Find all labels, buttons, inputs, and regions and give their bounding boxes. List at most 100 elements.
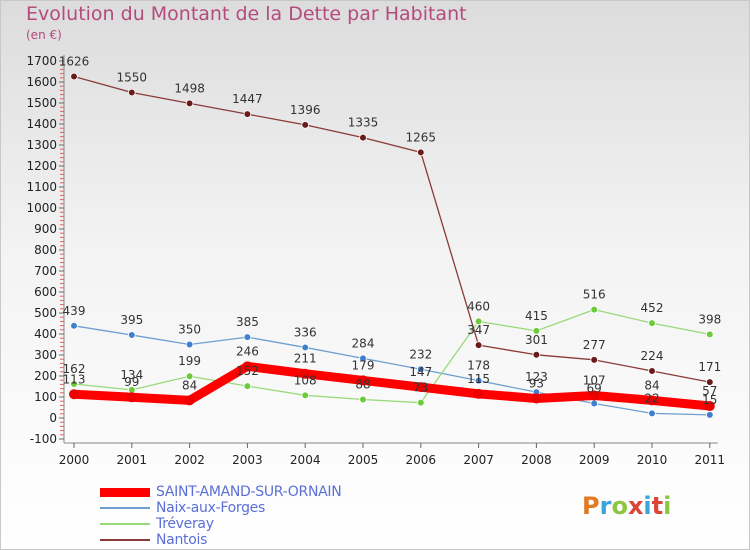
data-label: 347 bbox=[467, 323, 490, 337]
y-tick-label: 600 bbox=[34, 285, 57, 299]
data-point bbox=[704, 401, 715, 412]
legend-label: Naix-aux-Forges bbox=[156, 500, 265, 516]
data-point bbox=[185, 372, 194, 381]
data-label: 108 bbox=[294, 373, 317, 387]
data-label: 439 bbox=[63, 304, 86, 318]
x-tick-label: 2005 bbox=[348, 453, 379, 467]
data-label: 301 bbox=[525, 333, 548, 347]
y-tick-label: 500 bbox=[34, 306, 57, 320]
x-tick-label: 2002 bbox=[174, 453, 205, 467]
data-point bbox=[415, 382, 426, 393]
y-tick-label: 1100 bbox=[26, 180, 57, 194]
legend-item: Tréveray bbox=[100, 516, 420, 532]
data-label: 57 bbox=[702, 384, 717, 398]
x-tick-label: 2010 bbox=[637, 453, 668, 467]
x-tick-label: 2000 bbox=[59, 453, 90, 467]
series-line bbox=[73, 75, 711, 383]
line-chart: -100 0 100 200 300 400 500 600 700 800 900 1000 1100… bbox=[26, 54, 726, 467]
data-label: 15 bbox=[702, 393, 717, 407]
data-point bbox=[243, 110, 252, 118]
data-point bbox=[705, 378, 714, 386]
y-tick-label: 1300 bbox=[26, 138, 57, 152]
data-label: 1550 bbox=[117, 71, 148, 85]
y-tick-label: 0 bbox=[49, 411, 57, 425]
chart-title: Evolution du Montant de la Dette par Hab… bbox=[26, 3, 467, 25]
data-point bbox=[301, 121, 310, 129]
data-point bbox=[128, 331, 136, 339]
data-point bbox=[474, 376, 483, 385]
data-label: 199 bbox=[178, 354, 201, 368]
data-label: 123 bbox=[525, 370, 548, 384]
y-tick-label: 1200 bbox=[26, 159, 57, 173]
data-point bbox=[185, 340, 194, 349]
data-label: 22 bbox=[644, 391, 659, 405]
x-tick-label: 2003 bbox=[232, 453, 263, 467]
series-line bbox=[73, 325, 711, 416]
y-tick-label: 1500 bbox=[26, 96, 57, 110]
data-point bbox=[301, 343, 310, 352]
data-label: 179 bbox=[352, 358, 375, 372]
y-tick-label: 1700 bbox=[26, 54, 57, 68]
data-label: 1626 bbox=[59, 55, 90, 69]
y-tick-label: 1600 bbox=[26, 75, 57, 89]
x-tick-label: 2001 bbox=[117, 453, 148, 467]
y-tick-label: 400 bbox=[34, 327, 57, 341]
data-label: 99 bbox=[124, 375, 139, 389]
data-point bbox=[532, 350, 541, 359]
data-point bbox=[531, 393, 542, 404]
data-label: 1265 bbox=[406, 130, 437, 144]
data-point bbox=[648, 367, 656, 375]
series-line bbox=[69, 361, 715, 411]
data-label: 350 bbox=[178, 323, 201, 337]
x-tick-label: 2007 bbox=[463, 453, 494, 467]
y-tick-label: -100 bbox=[30, 432, 57, 446]
data-label: 113 bbox=[63, 372, 86, 386]
data-point bbox=[648, 319, 656, 327]
data-point bbox=[474, 341, 483, 349]
data-label: 385 bbox=[236, 315, 259, 329]
data-point bbox=[126, 392, 137, 403]
data-point bbox=[243, 333, 252, 341]
data-point bbox=[705, 411, 714, 419]
data-point bbox=[474, 317, 483, 326]
data-label: 1447 bbox=[232, 92, 263, 106]
data-point bbox=[70, 322, 78, 330]
x-tick-label: 2011 bbox=[695, 453, 726, 467]
y-tick-label: 200 bbox=[34, 369, 57, 383]
legend-label: Tréveray bbox=[156, 516, 214, 532]
proxiti-logo: Proxiti bbox=[582, 492, 672, 520]
data-point bbox=[589, 390, 600, 401]
data-point bbox=[242, 361, 253, 372]
legend: SAINT-AMAND-SUR-ORNAIN Naix-aux-Forges Tré… bbox=[100, 484, 420, 548]
y-tick-label: 700 bbox=[34, 264, 57, 278]
data-label: 107 bbox=[583, 374, 606, 388]
data-point bbox=[128, 88, 136, 97]
data-point bbox=[359, 395, 367, 404]
x-tick-label: 2008 bbox=[521, 453, 552, 467]
data-label: 211 bbox=[294, 352, 317, 366]
data-point bbox=[416, 148, 425, 157]
data-point bbox=[359, 354, 367, 363]
data-label: 224 bbox=[641, 349, 664, 363]
data-label: 415 bbox=[525, 309, 548, 323]
data-point bbox=[300, 368, 311, 379]
data-label: 152 bbox=[236, 364, 259, 378]
chart-subtitle: (en €) bbox=[26, 28, 62, 42]
data-label: 69 bbox=[587, 382, 602, 396]
data-label: 336 bbox=[294, 325, 317, 339]
data-label: 277 bbox=[583, 338, 606, 352]
data-point bbox=[532, 327, 541, 335]
data-point bbox=[705, 330, 714, 339]
data-label: 246 bbox=[236, 344, 259, 358]
legend-item: Naix-aux-Forges bbox=[100, 500, 420, 516]
data-point bbox=[69, 389, 79, 400]
data-label: 178 bbox=[467, 359, 490, 373]
data-point bbox=[184, 395, 195, 406]
data-label: 1498 bbox=[174, 81, 205, 95]
data-label: 93 bbox=[529, 376, 544, 390]
data-label: 84 bbox=[182, 378, 197, 392]
data-point bbox=[590, 305, 598, 314]
y-tick-label: 1400 bbox=[26, 117, 57, 131]
data-label: 460 bbox=[467, 299, 490, 313]
